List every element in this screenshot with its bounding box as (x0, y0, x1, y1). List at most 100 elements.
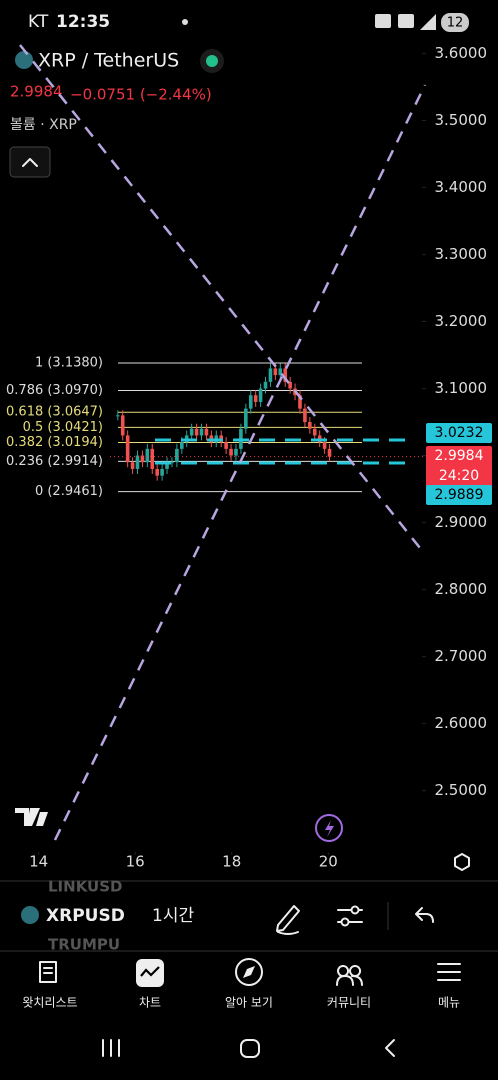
candle (263, 381, 268, 389)
candle (120, 415, 125, 436)
ghost-symbol: TRUMPU (48, 936, 120, 954)
candle (130, 462, 135, 469)
lightning-icon (325, 820, 334, 837)
price-tag-label: 2.9984 (435, 448, 484, 464)
draw-icon[interactable] (276, 905, 300, 935)
countdown-label: 24:20 (439, 468, 479, 484)
y-tick-label: 3.5000 (435, 111, 488, 129)
explore-needle (243, 966, 255, 978)
price-tag-label: 3.0232 (435, 425, 484, 441)
candle (125, 435, 130, 463)
clock: 12:35 (56, 12, 110, 32)
watchlist-icon[interactable] (39, 961, 57, 983)
ghost-symbol: LINKUSD (48, 878, 123, 896)
candle (288, 381, 292, 389)
y-tick-label: 3.3000 (435, 245, 488, 263)
undo-icon[interactable] (415, 907, 434, 923)
market-status-dot (206, 55, 218, 67)
fib-level-label: 0.618 (3.0647) (6, 405, 103, 420)
x-tick-label: 18 (222, 853, 241, 871)
battery-level: 12 (447, 16, 464, 31)
candle (150, 448, 155, 469)
candle (199, 428, 204, 436)
candle (273, 368, 278, 376)
nav-label: 알아 보기 (225, 996, 273, 1010)
chart-icon-line (140, 966, 160, 977)
y-tick-label: 2.7000 (435, 647, 488, 665)
toolbar-symbol[interactable]: XRPUSD (46, 906, 125, 926)
fib-level-label: 0 (2.9461) (35, 484, 103, 499)
y-tick-label: 3.4000 (435, 178, 488, 196)
candle (224, 442, 228, 449)
candle (308, 422, 312, 429)
recents-button[interactable] (102, 1039, 120, 1057)
candle (327, 448, 332, 457)
candle (322, 442, 327, 449)
candle (312, 428, 317, 436)
plot: 1 (3.1380)0.786 (3.0970)0.618 (3.0647)0.… (6, 52, 426, 855)
candle (165, 462, 169, 469)
y-tick-label: 3.6000 (435, 44, 488, 62)
trend-line (19, 44, 421, 549)
candle (283, 368, 288, 382)
back-button[interactable] (385, 1039, 395, 1057)
price-change: −0.0751 (−2.44%) (70, 86, 212, 104)
nav-label: 메뉴 (438, 996, 460, 1010)
candle (160, 468, 164, 476)
indicator-knob (350, 905, 360, 915)
home-button[interactable] (240, 1039, 260, 1058)
fib-level-label: 0.5 (3.0421) (23, 420, 103, 435)
nav-bar: 왓치리스트 차트 알아 보기 커뮤니티 메뉴 (22, 996, 460, 1010)
candle (145, 448, 150, 463)
community-icon[interactable] (336, 965, 363, 986)
x-tick-label: 20 (319, 853, 338, 871)
trend-line (53, 84, 427, 841)
candle (253, 395, 258, 402)
fib-level-label: 1 (3.1380) (35, 356, 103, 371)
nav-label: 차트 (139, 996, 161, 1010)
candle (258, 388, 263, 402)
price-tag (426, 446, 492, 488)
toolbar-interval[interactable]: 1시간 (152, 906, 194, 926)
candle (189, 428, 194, 436)
price-tag (426, 423, 492, 443)
candle (303, 408, 307, 423)
candle (298, 395, 302, 409)
explore-icon[interactable] (235, 958, 263, 986)
y-tick-label: 2.9000 (435, 513, 488, 531)
price-tag-label: 2.9889 (435, 487, 484, 503)
candle (244, 408, 248, 429)
candle (175, 448, 179, 463)
candle (204, 428, 209, 436)
last-price: 2.9984 (10, 83, 63, 101)
y-tick-label: 2.5000 (435, 781, 488, 799)
collapse-button[interactable] (9, 146, 51, 178)
nav-label: 커뮤니티 (327, 996, 371, 1010)
price-tag (426, 485, 492, 505)
tv-logo (15, 808, 48, 826)
candle (248, 395, 253, 409)
y-tick-label: 3.1000 (435, 379, 488, 397)
candle (268, 368, 273, 382)
candle (278, 368, 283, 376)
symbol-title[interactable]: XRP / TetherUS (38, 50, 179, 72)
candle (170, 462, 174, 464)
indicator-knob (340, 917, 350, 927)
carrier: KT (28, 12, 49, 32)
fib-level-label: 0.236 (2.9914) (6, 454, 103, 469)
nav-label: 왓치리스트 (22, 996, 77, 1010)
candle (229, 448, 233, 456)
candle (135, 455, 140, 469)
symbol-icon (21, 906, 39, 924)
y-tick-label: 3.2000 (435, 312, 488, 330)
volume-label: 볼륨 · XRP (10, 117, 77, 133)
menu-icon[interactable] (437, 963, 461, 981)
settings-icon[interactable] (454, 853, 470, 871)
y-tick-label: 2.8000 (435, 580, 488, 598)
battery-badge (441, 13, 469, 32)
candle (180, 442, 184, 449)
candle (115, 415, 120, 417)
lightning-button[interactable] (315, 814, 343, 842)
